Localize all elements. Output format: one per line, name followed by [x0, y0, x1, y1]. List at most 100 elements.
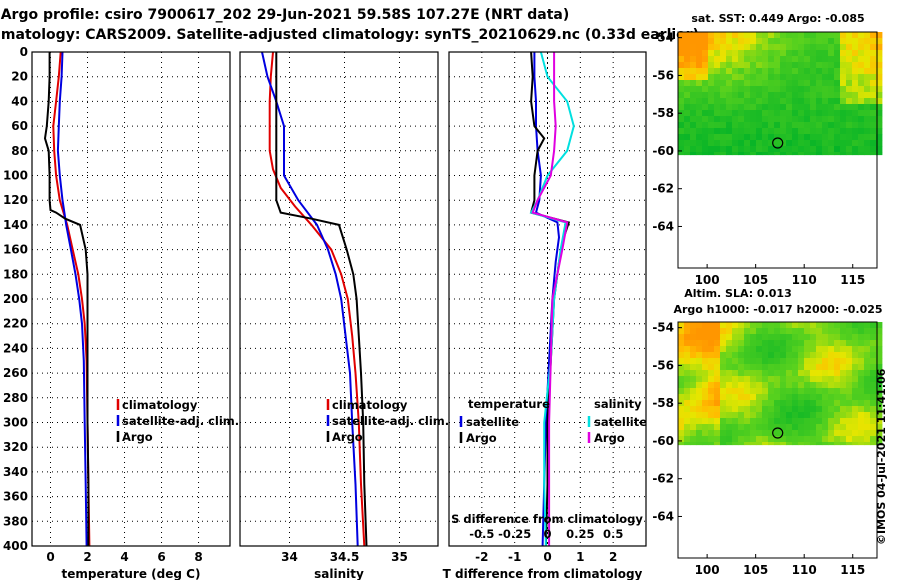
map-cell — [876, 334, 883, 341]
map-cell — [696, 334, 703, 341]
s-diff-tick-label: 0.25 — [566, 527, 594, 541]
map-cell — [732, 418, 739, 425]
map-cell — [804, 86, 811, 93]
map-cell — [816, 86, 823, 93]
map-cell — [786, 400, 793, 407]
map-y-tick-label: -56 — [652, 358, 674, 372]
map-cell — [846, 424, 853, 431]
map-cell — [684, 382, 691, 389]
map-cell — [732, 38, 739, 45]
map-cell — [786, 430, 793, 437]
map-cell — [720, 334, 727, 341]
map-cell — [870, 86, 877, 93]
sst-map-title: sat. SST: 0.449 Argo: -0.085 — [691, 12, 864, 25]
depth-tick-label: 80 — [11, 144, 28, 158]
map-cell — [708, 68, 715, 75]
map-cell — [846, 358, 853, 365]
map-cell — [678, 388, 685, 395]
map-cell — [810, 116, 817, 123]
map-cell — [828, 346, 835, 353]
map-cell — [804, 388, 811, 395]
map-cell — [810, 68, 817, 75]
s-diff-tick-label: -0.5 — [469, 527, 494, 541]
map-cell — [774, 418, 781, 425]
map-cell — [696, 152, 703, 156]
map-cell — [876, 38, 883, 45]
map-cell — [678, 134, 685, 141]
map-cell — [762, 394, 769, 401]
map-cell — [852, 358, 859, 365]
map-cell — [750, 322, 757, 329]
map-cell — [864, 406, 871, 413]
map-cell — [684, 38, 691, 45]
map-cell — [744, 152, 751, 156]
map-cell — [846, 346, 853, 353]
map-cell — [738, 424, 745, 431]
map-cell — [774, 134, 781, 141]
map-cell — [804, 104, 811, 111]
map-cell — [864, 50, 871, 57]
map-cell — [720, 134, 727, 141]
map-cell — [876, 352, 883, 359]
map-cell — [780, 80, 787, 87]
map-cell — [798, 370, 805, 377]
map-cell — [738, 98, 745, 105]
map-cell — [780, 370, 787, 377]
map-cell — [858, 152, 865, 156]
map-cell — [690, 92, 697, 99]
map-cell — [870, 56, 877, 63]
map-cell — [732, 122, 739, 129]
map-cell — [810, 412, 817, 419]
map-cell — [828, 394, 835, 401]
map-cell — [840, 424, 847, 431]
map-cell — [708, 352, 715, 359]
map-cell — [828, 358, 835, 365]
map-cell — [834, 388, 841, 395]
map-cell — [690, 424, 697, 431]
map-cell — [846, 376, 853, 383]
map-cell — [846, 152, 853, 156]
map-cell — [786, 44, 793, 51]
map-cell — [684, 418, 691, 425]
map-cell — [678, 92, 685, 99]
map-cell — [732, 32, 739, 39]
map-cell — [834, 358, 841, 365]
map-cell — [792, 406, 799, 413]
map-cell — [762, 334, 769, 341]
map-cell — [816, 394, 823, 401]
map-cell — [762, 128, 769, 135]
map-cell — [852, 436, 859, 443]
map-cell — [678, 436, 685, 443]
map-cell — [732, 50, 739, 57]
map-cell — [852, 430, 859, 437]
map-cell — [690, 44, 697, 51]
map-cell — [726, 68, 733, 75]
map-cell — [876, 412, 883, 419]
map-cell — [876, 346, 883, 353]
map-cell — [822, 376, 829, 383]
map-cell — [702, 322, 709, 329]
map-cell — [750, 74, 757, 81]
map-cell — [792, 92, 799, 99]
map-cell — [762, 44, 769, 51]
map-cell — [864, 146, 871, 153]
map-cell — [792, 152, 799, 156]
map-cell — [870, 406, 877, 413]
map-cell — [780, 352, 787, 359]
map-cell — [786, 62, 793, 69]
map-cell — [852, 62, 859, 69]
map-cell — [846, 352, 853, 359]
map-cell — [702, 74, 709, 81]
map-cell — [726, 334, 733, 341]
map-cell — [708, 98, 715, 105]
map-cell — [858, 442, 865, 446]
map-cell — [780, 394, 787, 401]
map-cell — [846, 388, 853, 395]
map-cell — [756, 152, 763, 156]
map-cell — [702, 56, 709, 63]
map-cell — [864, 364, 871, 371]
map-cell — [720, 406, 727, 413]
map-x-tick-label: 105 — [743, 563, 768, 577]
map-cell — [756, 32, 763, 39]
